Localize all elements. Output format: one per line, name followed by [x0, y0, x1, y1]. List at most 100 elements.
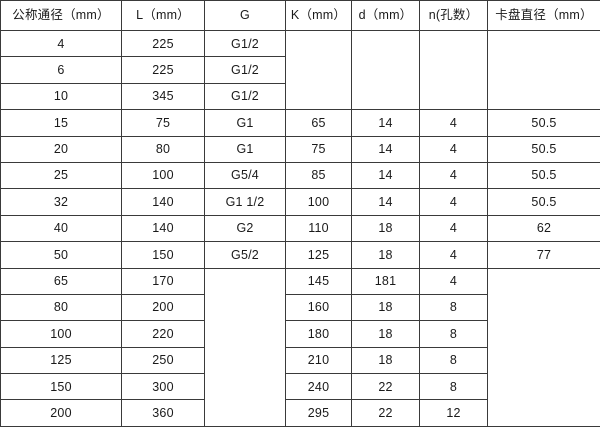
cell-k: 180 [286, 321, 352, 347]
column-header-thread: G [205, 1, 286, 31]
cell-length: 150 [122, 242, 205, 268]
table-row: 20 80 G1 75 14 4 50.5 [1, 136, 600, 162]
cell-d: 18 [352, 242, 420, 268]
cell-nominal-diameter: 6 [1, 57, 122, 83]
cell-nominal-diameter: 150 [1, 374, 122, 400]
cell-hole-count: 8 [420, 294, 488, 320]
cell-d: 14 [352, 136, 420, 162]
cell-nominal-diameter: 80 [1, 294, 122, 320]
cell-nominal-diameter: 200 [1, 400, 122, 426]
cell-k: 85 [286, 162, 352, 188]
table-row: 4 225 G1/2 [1, 31, 600, 57]
cell-nominal-diameter: 25 [1, 162, 122, 188]
cell-length: 225 [122, 57, 205, 83]
cell-length: 250 [122, 347, 205, 373]
cell-nominal-diameter: 125 [1, 347, 122, 373]
table-row: 65 170 145 181 4 [1, 268, 600, 294]
cell-length: 140 [122, 189, 205, 215]
cell-k: 145 [286, 268, 352, 294]
table-row: 40 140 G2 110 18 4 62 [1, 215, 600, 241]
cell-k: 295 [286, 400, 352, 426]
cell-k: 160 [286, 294, 352, 320]
column-header-chuck-diameter: 卡盘直径（mm） [488, 1, 600, 31]
cell-chuck-diameter: 50.5 [488, 110, 600, 136]
cell-length: 220 [122, 321, 205, 347]
cell-length: 100 [122, 162, 205, 188]
cell-hole-count: 4 [420, 215, 488, 241]
cell-hole-count: 4 [420, 162, 488, 188]
cell-thread: G1 1/2 [205, 189, 286, 215]
cell-hole-count: 12 [420, 400, 488, 426]
cell-chuck-diameter: 62 [488, 215, 600, 241]
cell-k-blank-block [286, 31, 352, 110]
cell-hole-count: 4 [420, 189, 488, 215]
cell-thread: G1/2 [205, 57, 286, 83]
cell-length: 225 [122, 31, 205, 57]
table-header-row: 公称通径（mm） L（mm） G K（mm） d（mm） n(孔数） 卡盘直径（… [1, 1, 600, 31]
cell-chuck-diameter: 77 [488, 242, 600, 268]
cell-chuck-blank-block-bottom [488, 268, 600, 426]
cell-hole-count: 8 [420, 374, 488, 400]
cell-chuck-diameter: 50.5 [488, 162, 600, 188]
table-row: 32 140 G1 1/2 100 14 4 50.5 [1, 189, 600, 215]
cell-thread: G1 [205, 110, 286, 136]
table-row: 25 100 G5/4 85 14 4 50.5 [1, 162, 600, 188]
cell-d: 22 [352, 374, 420, 400]
cell-thread: G1/2 [205, 31, 286, 57]
cell-k: 100 [286, 189, 352, 215]
cell-chuck-diameter: 50.5 [488, 136, 600, 162]
cell-length: 360 [122, 400, 205, 426]
cell-d: 18 [352, 215, 420, 241]
cell-nominal-diameter: 20 [1, 136, 122, 162]
cell-length: 80 [122, 136, 205, 162]
cell-chuck-blank-block-top [488, 31, 600, 110]
cell-d: 18 [352, 294, 420, 320]
cell-hole-count: 8 [420, 321, 488, 347]
cell-length: 140 [122, 215, 205, 241]
cell-d: 14 [352, 162, 420, 188]
cell-nominal-diameter: 100 [1, 321, 122, 347]
cell-hole-count: 4 [420, 268, 488, 294]
cell-d: 18 [352, 321, 420, 347]
cell-k: 240 [286, 374, 352, 400]
cell-d: 181 [352, 268, 420, 294]
cell-k: 110 [286, 215, 352, 241]
column-header-length: L（mm） [122, 1, 205, 31]
cell-hole-count: 4 [420, 242, 488, 268]
column-header-hole-count: n(孔数） [420, 1, 488, 31]
cell-hole-count: 4 [420, 110, 488, 136]
cell-d: 14 [352, 189, 420, 215]
cell-length: 170 [122, 268, 205, 294]
cell-length: 75 [122, 110, 205, 136]
cell-length: 200 [122, 294, 205, 320]
cell-k: 125 [286, 242, 352, 268]
column-header-d: d（mm） [352, 1, 420, 31]
cell-nominal-diameter: 40 [1, 215, 122, 241]
table-body: 4 225 G1/2 6 225 G1/2 10 345 G1/2 15 75 … [1, 31, 600, 427]
cell-thread: G1 [205, 136, 286, 162]
cell-thread: G5/2 [205, 242, 286, 268]
cell-nominal-diameter: 10 [1, 83, 122, 109]
table-row: 50 150 G5/2 125 18 4 77 [1, 242, 600, 268]
cell-thread: G5/4 [205, 162, 286, 188]
table-row: 15 75 G1 65 14 4 50.5 [1, 110, 600, 136]
table-header: 公称通径（mm） L（mm） G K（mm） d（mm） n(孔数） 卡盘直径（… [1, 1, 600, 31]
cell-thread-blank-block [205, 268, 286, 426]
cell-length: 300 [122, 374, 205, 400]
cell-chuck-diameter: 50.5 [488, 189, 600, 215]
cell-hole-count: 8 [420, 347, 488, 373]
cell-k: 75 [286, 136, 352, 162]
cell-k: 210 [286, 347, 352, 373]
cell-n-blank-block [420, 31, 488, 110]
cell-nominal-diameter: 32 [1, 189, 122, 215]
cell-k: 65 [286, 110, 352, 136]
cell-d: 22 [352, 400, 420, 426]
column-header-nominal-diameter: 公称通径（mm） [1, 1, 122, 31]
cell-d: 14 [352, 110, 420, 136]
cell-nominal-diameter: 65 [1, 268, 122, 294]
cell-thread: G2 [205, 215, 286, 241]
cell-length: 345 [122, 83, 205, 109]
cell-d: 18 [352, 347, 420, 373]
cell-nominal-diameter: 15 [1, 110, 122, 136]
